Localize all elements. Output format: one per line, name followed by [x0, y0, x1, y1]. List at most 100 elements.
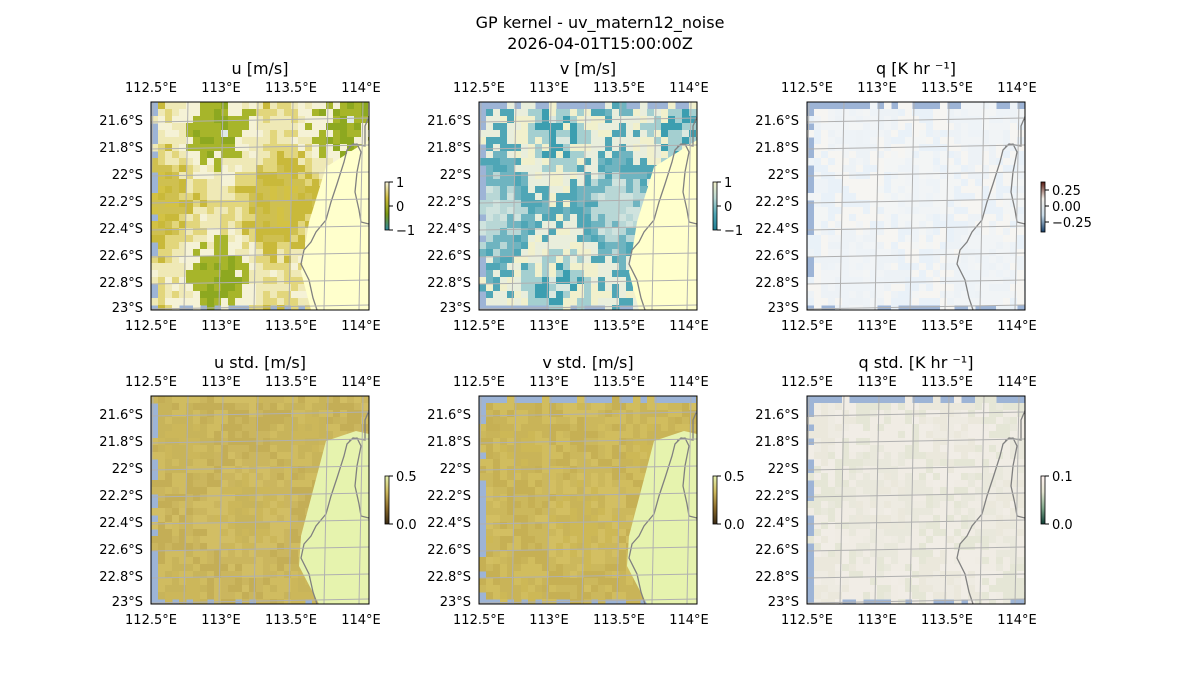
heatmap-cell: [961, 186, 969, 194]
grid-meridian-minor: [394, 396, 398, 604]
heatmap-cell: [172, 165, 180, 173]
lat-tick-label: 22.8°S: [427, 276, 471, 291]
heatmap-cell: [535, 221, 543, 229]
heatmap-cell: [556, 158, 564, 166]
heatmap-cell: [570, 235, 578, 243]
heatmap-cell: [500, 410, 508, 418]
heatmap-cell: [298, 459, 306, 467]
lon-tick-label-top: 113.5°E: [593, 81, 645, 96]
heatmap-cell: [598, 445, 606, 453]
heatmap-cell: [891, 221, 899, 229]
heatmap-cell: [291, 109, 299, 117]
heatmap-cell: [270, 508, 278, 516]
heatmap-cell: [626, 522, 634, 530]
heatmap-cell: [514, 403, 522, 411]
heatmap-cell: [277, 144, 285, 152]
grid-meridian: [479, 396, 482, 527]
heatmap-cell: [570, 214, 578, 222]
heatmap-cell: [570, 109, 578, 117]
grid-parallel: [151, 546, 369, 552]
heatmap-cell: [961, 298, 969, 306]
heatmap-cell: [828, 221, 836, 229]
heatmap-cell: [563, 193, 571, 201]
heatmap-cell: [542, 599, 550, 604]
heatmap-cell: [291, 235, 299, 243]
heatmap-cell: [221, 557, 229, 565]
heatmap-cell: [172, 515, 180, 523]
heatmap-cell: [312, 396, 320, 404]
heatmap-cell: [682, 123, 690, 131]
lon-tick-label-top: 114°E: [669, 81, 709, 96]
heatmap-cell: [284, 557, 292, 565]
heatmap-cell: [870, 102, 878, 110]
heatmap-cell: [549, 410, 557, 418]
heatmap-cell: [563, 270, 571, 278]
heatmap-cell: [654, 424, 662, 432]
heatmap-cell: [1017, 410, 1025, 418]
heatmap-cell: [493, 144, 501, 152]
heatmap-cell: [849, 270, 857, 278]
heatmap-cell: [668, 424, 676, 432]
grid-parallel: [479, 438, 697, 444]
heatmap-cell: [821, 242, 829, 250]
heatmap-cell: [347, 137, 355, 145]
heatmap-cell: [577, 158, 585, 166]
heatmap-cell: [975, 284, 983, 292]
heatmap-cell: [179, 228, 187, 236]
heatmap-cell: [549, 571, 557, 579]
heatmap-cell: [633, 585, 641, 593]
heatmap-cell: [340, 403, 348, 411]
heatmap-cell: [305, 403, 313, 411]
heatmap-cell: [312, 172, 320, 180]
heatmap-cell: [591, 284, 599, 292]
heatmap-cell: [842, 277, 850, 285]
heatmap-cell: [172, 102, 180, 110]
heatmap-cell: [668, 410, 676, 418]
heatmap-cell: [542, 214, 550, 222]
heatmap-cell: [898, 179, 906, 187]
heatmap-cell: [479, 200, 487, 208]
heatmap-cell: [982, 403, 990, 411]
heatmap-cell: [996, 144, 1004, 152]
heatmap-cell: [1003, 109, 1011, 117]
heatmap-cell: [249, 487, 257, 495]
heatmap-cell: [877, 221, 885, 229]
heatmap-cell: [193, 151, 201, 159]
heatmap-cell: [284, 102, 292, 110]
lat-tick-label: 22.4°S: [427, 222, 471, 237]
heatmap-cell: [577, 424, 585, 432]
heatmap-cell: [500, 277, 508, 285]
heatmap-cell: [242, 410, 250, 418]
heatmap-cell: [542, 277, 550, 285]
heatmap-cell: [200, 151, 208, 159]
heatmap-cell: [654, 130, 662, 138]
heatmap-cell: [982, 284, 990, 292]
heatmap-cell: [256, 102, 264, 110]
heatmap-cell: [633, 172, 641, 180]
heatmap-cell: [877, 137, 885, 145]
heatmap-cell: [856, 410, 864, 418]
heatmap-cell: [926, 431, 934, 439]
heatmap-cell: [179, 242, 187, 250]
heatmap-cell: [968, 193, 976, 201]
heatmap-cell: [835, 305, 843, 310]
heatmap-cell: [493, 522, 501, 530]
heatmap-cell: [179, 179, 187, 187]
heatmap-cell: [591, 452, 599, 460]
heatmap-cell: [870, 403, 878, 411]
heatmap-cell: [961, 137, 969, 145]
heatmap-cell: [542, 158, 550, 166]
heatmap-cell: [591, 270, 599, 278]
heatmap-cell: [912, 242, 920, 250]
heatmap-cell: [856, 109, 864, 117]
heatmap-cell: [172, 193, 180, 201]
heatmap-cell: [221, 466, 229, 474]
heatmap-cell: [284, 424, 292, 432]
heatmap-cell: [961, 410, 969, 418]
heatmap-cell: [263, 256, 271, 264]
heatmap-cell: [612, 228, 620, 236]
heatmap-cell: [263, 102, 271, 110]
heatmap-cell: [179, 165, 187, 173]
heatmap-cell: [340, 410, 348, 418]
heatmap-cell: [263, 109, 271, 117]
